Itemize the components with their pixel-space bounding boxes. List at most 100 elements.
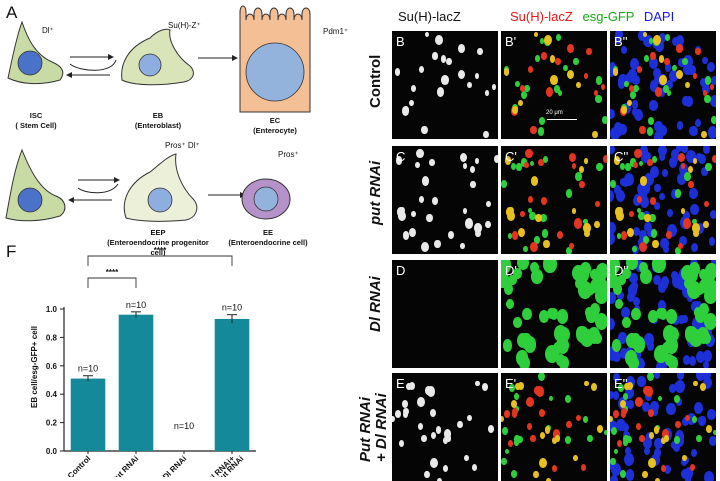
- panel-label: D': [505, 263, 517, 278]
- dapi-nucleus: [708, 435, 716, 447]
- dapi-nucleus: [676, 373, 685, 380]
- dapi-nucleus: [691, 449, 698, 458]
- esg-gfp-cell: [648, 117, 655, 126]
- dapi-nucleus: [644, 173, 655, 187]
- dapi-nucleus: [707, 408, 716, 421]
- esg-gfp-cell: [507, 233, 512, 239]
- esg-gfp-cell: [699, 268, 708, 281]
- dapi-nucleus: [658, 192, 665, 201]
- dapi-nucleus: [674, 429, 685, 443]
- esg-gfp-cell: [672, 64, 678, 72]
- lacz-merge-cell: [703, 221, 709, 229]
- n-label: n=10: [78, 364, 98, 374]
- dapi-nucleus: [693, 301, 702, 313]
- esg-gfp-cell: [575, 325, 589, 343]
- dapi-nucleus: [646, 341, 655, 352]
- lacz-merge-cell: [567, 44, 575, 53]
- lacz-merge-cell: [652, 240, 659, 249]
- lacz-merge-cell: [627, 99, 632, 106]
- lacz-merge-cell: [627, 382, 634, 391]
- esg-gfp-cell: [529, 212, 536, 221]
- dapi-nucleus: [621, 307, 631, 319]
- dapi-nucleus: [654, 74, 662, 85]
- esg-gfp-cell: [691, 415, 698, 423]
- lacz-cell: [411, 210, 416, 217]
- esg-gfp-cell: [710, 116, 716, 124]
- esg-gfp-cell: [501, 426, 508, 435]
- eb-label: EB (Enteroblast): [125, 111, 191, 131]
- lacz-cell: [421, 176, 430, 186]
- dapi-nucleus: [652, 275, 661, 286]
- esg-gfp-cell: [513, 393, 520, 401]
- lacz-merge-cell: [661, 429, 669, 439]
- esg-gfp-cell: [689, 261, 701, 276]
- lacz-merge-cell: [638, 434, 645, 443]
- esg-gfp-cell: [616, 233, 621, 239]
- dapi-nucleus: [664, 465, 672, 475]
- esg-gfp-cell: [622, 439, 628, 446]
- lacz-merge-cell: [552, 429, 560, 439]
- lacz-merge-cell: [512, 106, 519, 115]
- lacz-merge-cell: [659, 75, 667, 85]
- cell-lineage-diagram: [5, 5, 311, 222]
- ee-label-line1: EE: [262, 228, 273, 237]
- lacz-merge-cell: [653, 426, 660, 434]
- lacz-merge-cell: [647, 408, 655, 418]
- esg-gfp-cell: [617, 274, 626, 286]
- dapi-nucleus: [638, 31, 647, 41]
- lacz-merge-cell: [621, 411, 627, 418]
- lacz-merge-cell: [636, 66, 642, 74]
- dapi-nucleus: [629, 272, 638, 283]
- dapi-nucleus: [617, 78, 626, 89]
- dapi-nucleus: [683, 54, 694, 68]
- dapi-nucleus: [640, 153, 649, 164]
- lacz-merge-cell: [639, 125, 646, 135]
- panel-label: E': [505, 376, 517, 391]
- dapi-nucleus: [681, 284, 692, 298]
- lacz-cell: [446, 58, 452, 66]
- dapi-nucleus: [653, 437, 663, 450]
- lacz-merge-cell: [600, 84, 605, 90]
- esg-gfp-cell: [597, 279, 607, 296]
- lacz-merge-cell: [649, 431, 655, 439]
- esg-gfp-cell: [649, 213, 657, 223]
- dapi-nucleus: [682, 416, 690, 426]
- dapi-nucleus: [649, 165, 659, 178]
- lacz-cell: [481, 382, 489, 391]
- esg-gfp-cell: [638, 160, 644, 167]
- dapi-nucleus: [701, 167, 709, 177]
- lacz-merge-cell: [663, 435, 669, 442]
- dapi-nucleus: [682, 355, 691, 365]
- lacz-merge-cell: [702, 90, 707, 96]
- dapi-nucleus: [630, 280, 639, 291]
- lacz-merge-cell: [592, 130, 598, 138]
- esg-gfp-cell: [596, 162, 603, 171]
- esg-gfp-cell: [501, 260, 512, 275]
- dapi-nucleus: [676, 173, 687, 186]
- lacz-merge-cell: [550, 75, 558, 85]
- lacz-cell: [415, 161, 420, 168]
- dapi-nucleus: [697, 415, 706, 426]
- bar-4: [214, 318, 250, 451]
- esg-gfp-cell: [704, 287, 716, 304]
- lacz-cell: [392, 415, 395, 423]
- dapi-nucleus: [636, 375, 646, 387]
- esg-gfp-cell: [652, 260, 666, 273]
- lacz-merge-cell: [525, 148, 533, 158]
- esg-gfp-cell: [610, 270, 618, 288]
- esg-gfp-cell: [564, 435, 572, 445]
- lacz-merge-cell: [503, 67, 510, 76]
- esg-gfp-cell: [537, 127, 545, 136]
- lacz-merge-cell: [544, 426, 551, 434]
- lacz-merge-cell: [692, 158, 698, 165]
- lacz-cell: [460, 243, 465, 249]
- dapi-nucleus: [649, 100, 658, 112]
- lacz-cell: [470, 181, 476, 189]
- dapi-nucleus: [611, 351, 621, 363]
- dapi-nucleus: [624, 386, 634, 399]
- lacz-merge-cell: [538, 159, 544, 167]
- dapi-nucleus: [611, 463, 622, 476]
- lacz-cell: [410, 85, 416, 93]
- lacz-cell: [472, 464, 478, 472]
- dapi-nucleus: [676, 121, 684, 131]
